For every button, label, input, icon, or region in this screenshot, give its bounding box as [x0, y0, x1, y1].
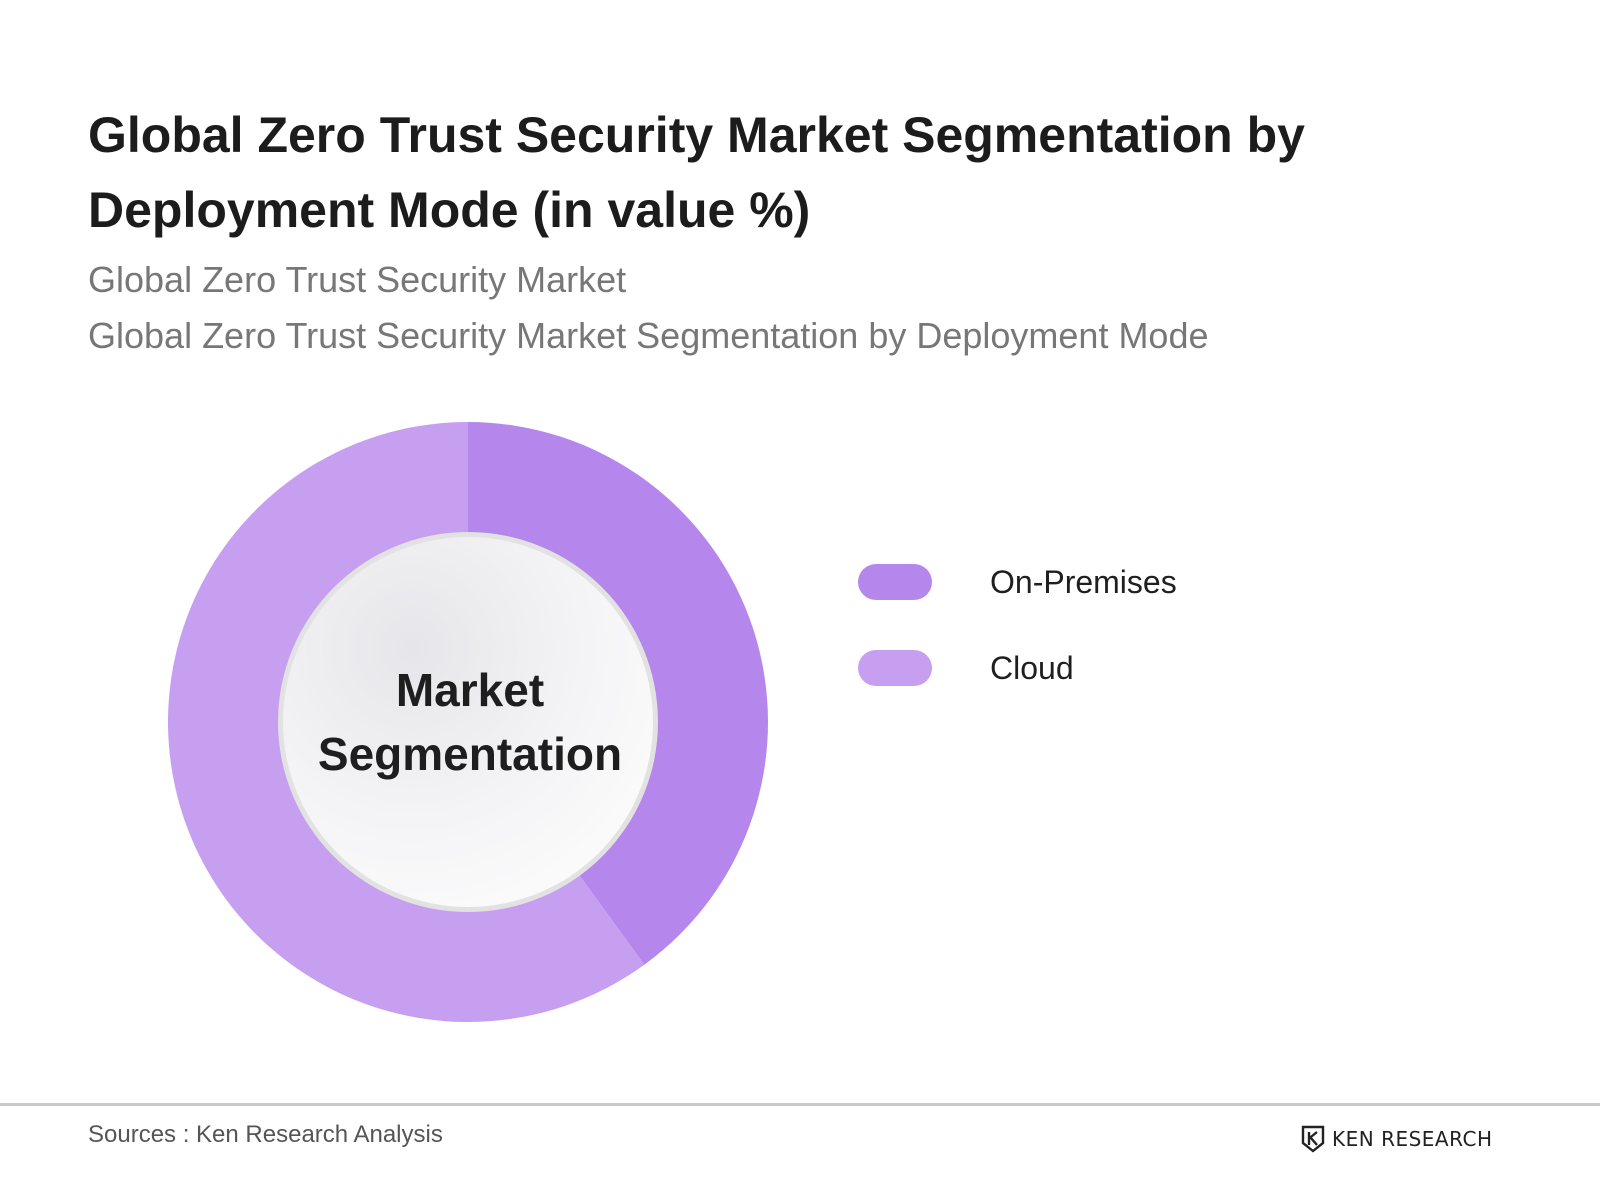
brand-logo: KEN RESEARCH	[1300, 1124, 1493, 1154]
chart-subtitle-segmentation: Global Zero Trust Security Market Segmen…	[88, 315, 1209, 356]
legend-swatch-cloud	[858, 650, 932, 686]
chart-subtitle-market: Global Zero Trust Security Market	[88, 259, 627, 300]
footer-divider	[0, 1103, 1600, 1106]
donut-center	[283, 537, 653, 907]
ken-research-logo-icon	[1301, 1125, 1325, 1153]
chart-title: Global Zero Trust Security Market Segmen…	[88, 107, 1305, 238]
legend-swatch-on-premises	[858, 564, 932, 600]
donut-center-label: Market Segmentation	[317, 664, 623, 780]
legend-label-cloud: Cloud	[990, 650, 1074, 686]
brand-name: KEN RESEARCH	[1332, 1127, 1493, 1151]
legend-label-on-premises: On-Premises	[990, 564, 1177, 600]
source-note: Sources : Ken Research Analysis	[88, 1121, 443, 1148]
